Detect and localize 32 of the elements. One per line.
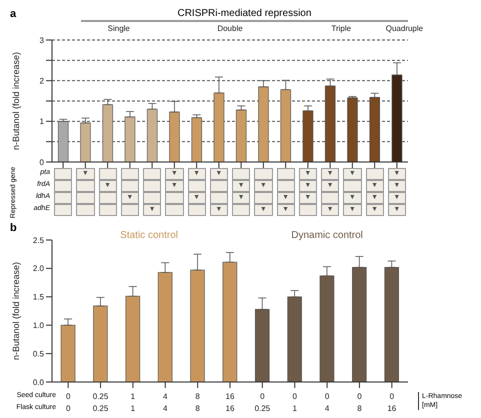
y-axis-title: n-Butanol (fold increase) xyxy=(11,262,22,360)
chart-title: CRISPRi-mediated repression xyxy=(80,8,408,22)
y-tick-label: 1.0 xyxy=(32,321,45,330)
x-tick-label: 0 16 xyxy=(387,392,397,413)
x-tick-label: 0 0.25 xyxy=(254,392,271,413)
y-tick-label: 2.0 xyxy=(32,264,45,274)
text: b xyxy=(10,222,17,234)
text: a xyxy=(10,8,16,20)
x-tick-label: 0 0 xyxy=(66,392,71,413)
y-tick-label: 3 xyxy=(40,36,45,45)
x-tick-label: 16 16 xyxy=(226,392,235,413)
x-tick-label: 1 1 xyxy=(130,392,136,413)
x-tick-label: 0 4 xyxy=(324,392,330,413)
text: Static control xyxy=(119,230,179,241)
x-tick-label: 0 1 xyxy=(292,392,298,413)
y-axis-title: n-Butanol (fold increase) xyxy=(11,52,22,150)
text: Dynamic control xyxy=(290,230,364,241)
y-tick-label: 2 xyxy=(40,76,45,86)
y-tick-label: 0 xyxy=(40,158,45,167)
y-tick-label: 1.5 xyxy=(32,292,45,302)
y-tick-label: 2.5 xyxy=(32,236,45,245)
y-tick-label: 1 xyxy=(40,117,45,126)
y-tick-label: 0.5 xyxy=(32,349,45,358)
text: Quadruple xyxy=(386,24,424,33)
x-tick-label: 0 8 xyxy=(357,392,362,413)
text: Triple xyxy=(330,24,352,33)
x-tick-label: 0.25 0.25 xyxy=(92,392,109,413)
x-tick-label: 4 4 xyxy=(163,392,168,413)
x-tick-label: 8 8 xyxy=(195,392,200,413)
text: Single xyxy=(106,24,131,33)
y-tick-label: 0.0 xyxy=(32,378,45,387)
text: Double xyxy=(216,24,244,33)
